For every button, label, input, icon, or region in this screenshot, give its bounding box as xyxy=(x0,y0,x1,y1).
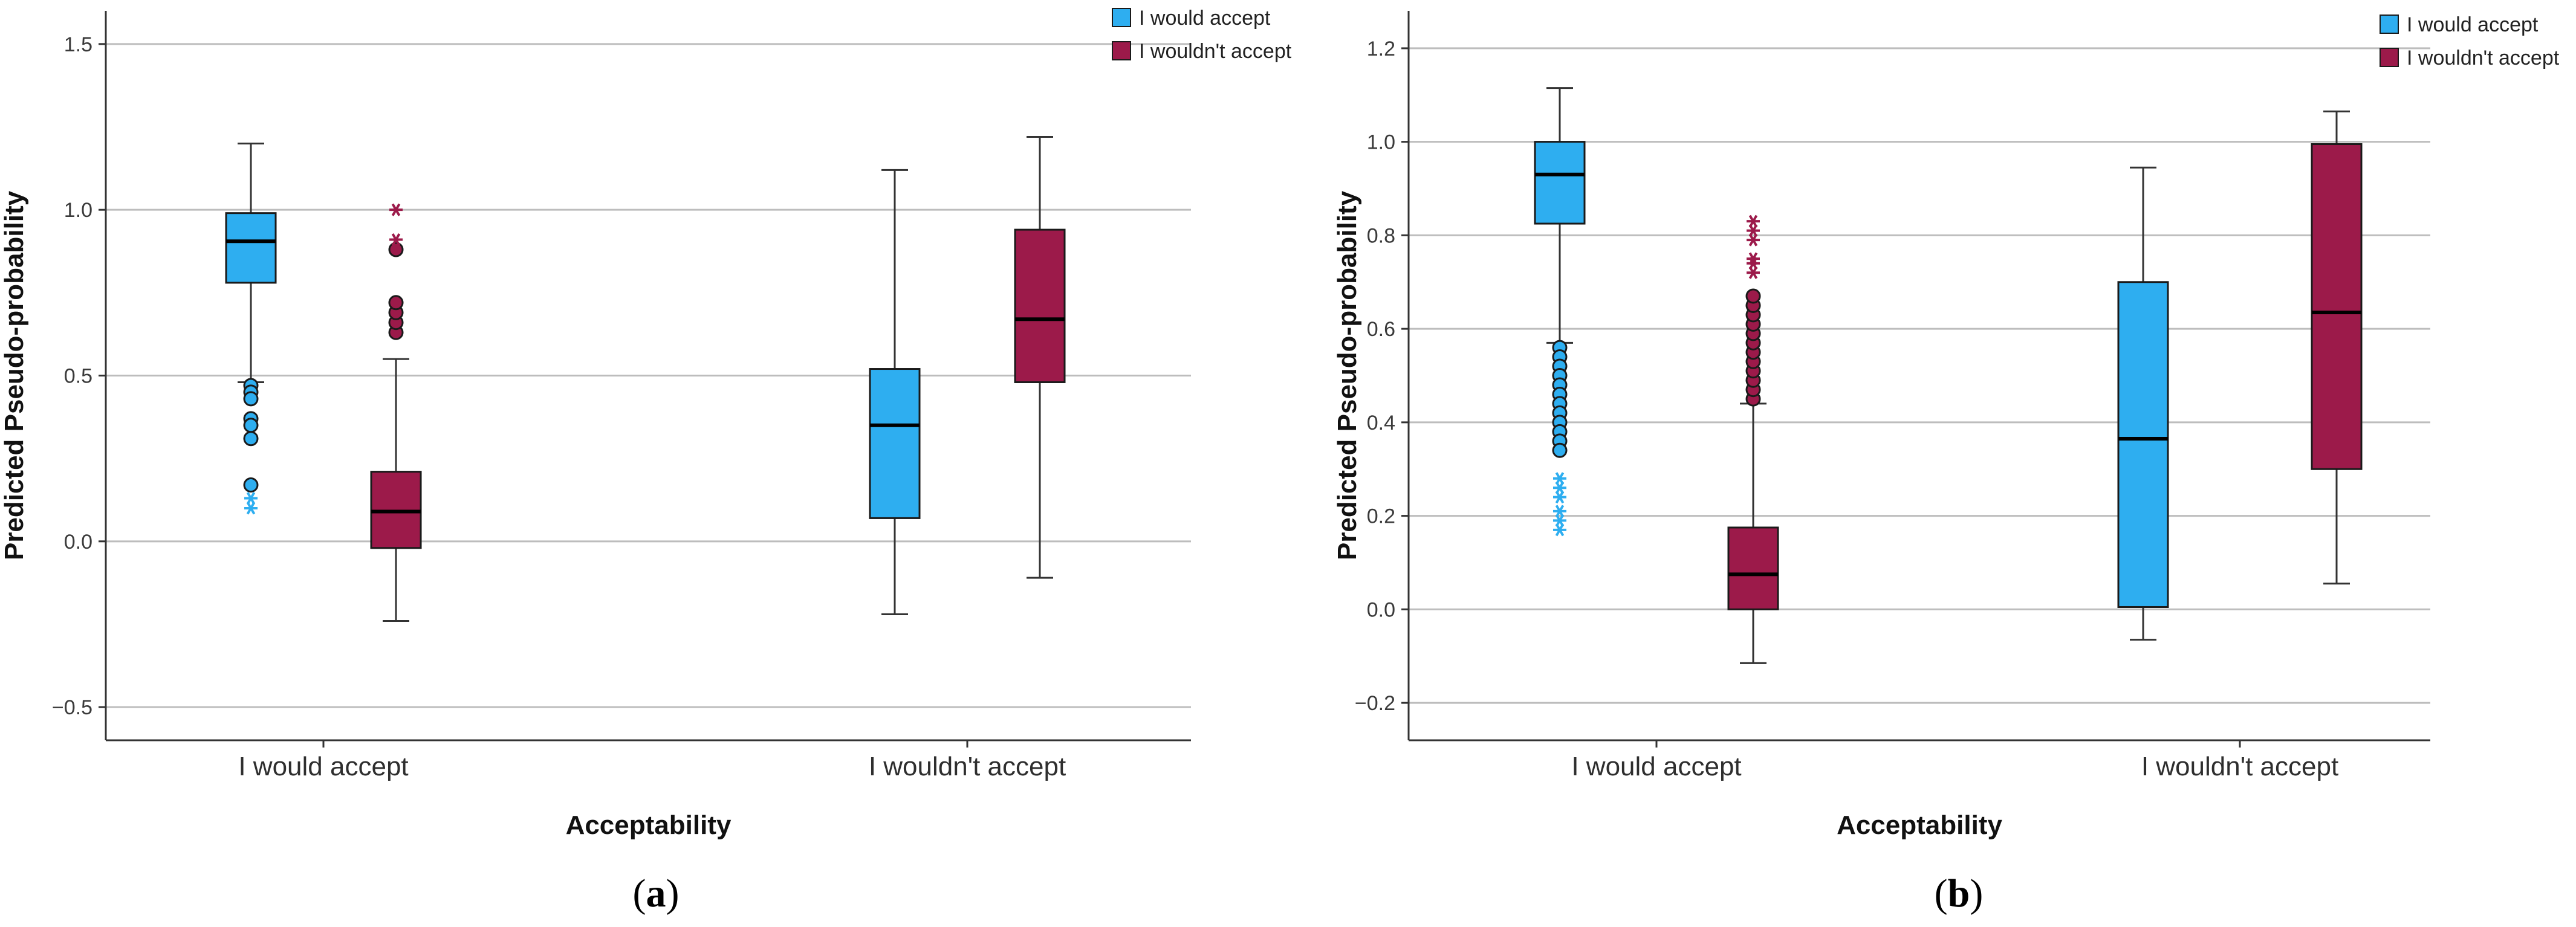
x-category-label: I would accept xyxy=(238,752,408,781)
panel-label: (a) xyxy=(633,871,680,916)
legend-swatch xyxy=(2380,15,2399,34)
outlier-marker xyxy=(243,431,259,447)
y-tick-label: 1.2 xyxy=(1367,37,1395,60)
y-tick-label: −0.5 xyxy=(52,696,92,719)
y-tick-label: 0.4 xyxy=(1367,412,1395,434)
x-category-label: I would accept xyxy=(1571,752,1741,781)
legend-swatch xyxy=(1112,8,1131,27)
y-tick-label: 0.6 xyxy=(1367,318,1395,341)
outlier-marker xyxy=(1552,442,1568,458)
y-tick-label: 1.0 xyxy=(64,199,92,222)
extreme-marker-stroke xyxy=(1555,523,1565,537)
box-iqr xyxy=(2117,281,2169,608)
extreme-marker xyxy=(1553,472,1566,485)
legend-label: I wouldn't accept xyxy=(1139,40,1292,63)
extreme-marker xyxy=(389,203,403,216)
y-tick-label: 0.5 xyxy=(64,365,92,388)
y-tick-label: 0.0 xyxy=(64,531,92,554)
chart-panel-a: −0.5 0.0 0.5 1.0 1.5 I would accept I wouldn't… xyxy=(0,7,1292,916)
legend-label: I would accept xyxy=(1139,7,1271,30)
y-tick-label: 1.5 xyxy=(64,33,92,56)
y-tick-label: 0.0 xyxy=(1367,598,1395,621)
x-axis-title: Acceptability xyxy=(566,810,732,840)
legend-label: I wouldn't accept xyxy=(2407,47,2560,69)
outlier-marker xyxy=(388,242,404,257)
extreme-marker xyxy=(244,491,258,505)
y-tick-label: −0.2 xyxy=(1355,692,1395,715)
boxplot-not-accept-cat2 xyxy=(1014,135,1066,579)
extreme-marker xyxy=(1553,523,1566,537)
y-tick-label: 0.8 xyxy=(1367,224,1395,247)
extreme-marker xyxy=(1553,491,1566,504)
y-tick-label: 0.2 xyxy=(1367,505,1395,528)
outlier-marker xyxy=(1745,288,1761,304)
boxplot-not-accept-cat1 xyxy=(370,203,422,622)
outlier-marker xyxy=(388,295,404,311)
boxplot-accept-cat1 xyxy=(225,142,277,515)
extreme-marker-stroke xyxy=(1748,215,1758,228)
extreme-marker xyxy=(389,233,403,247)
box-iqr xyxy=(1727,526,1779,610)
box-iqr xyxy=(2311,143,2363,470)
x-category-label: I wouldn't accept xyxy=(2141,752,2338,781)
extreme-marker xyxy=(1747,266,1760,279)
boxplot-accept-cat1 xyxy=(1534,87,1586,537)
extreme-marker-stroke xyxy=(391,203,401,216)
extreme-marker-stroke xyxy=(1555,491,1565,504)
box-iqr xyxy=(1534,141,1586,225)
x-axis-title: Acceptability xyxy=(1837,810,2002,840)
boxplot-not-accept-cat2 xyxy=(2311,110,2363,585)
box-iqr xyxy=(225,212,277,284)
outlier-marker xyxy=(243,391,259,407)
box-iqr xyxy=(1014,228,1066,383)
extreme-marker-stroke xyxy=(246,502,256,515)
extreme-marker xyxy=(1747,215,1760,228)
legend-swatch xyxy=(1112,41,1131,60)
x-category-label: I wouldn't accept xyxy=(869,752,1066,781)
boxplot-accept-cat2 xyxy=(869,169,921,616)
extreme-marker-stroke xyxy=(391,233,401,247)
y-axis-title: Predicted Pseudo-probability xyxy=(1332,190,1362,560)
boxplot-accept-cat2 xyxy=(2117,166,2169,641)
extreme-marker xyxy=(1553,481,1566,494)
y-tick-label: 1.0 xyxy=(1367,131,1395,154)
chart-panel-b: −0.2 0.0 0.2 0.4 0.6 0.8 1.0 1.2 I would accept I… xyxy=(1332,11,2560,916)
panel-label: (b) xyxy=(1935,871,1984,916)
extreme-marker xyxy=(1747,252,1760,265)
y-axis-title: Predicted Pseudo-probability xyxy=(0,190,29,560)
outlier-marker xyxy=(243,477,259,493)
legend-swatch xyxy=(2380,48,2399,67)
outlier-marker xyxy=(243,418,259,433)
legend-label: I would accept xyxy=(2407,13,2539,36)
boxplot-not-accept-cat1 xyxy=(1727,215,1779,664)
extreme-marker-stroke xyxy=(1748,252,1758,265)
box-iqr xyxy=(869,368,921,519)
extreme-marker xyxy=(244,502,258,515)
